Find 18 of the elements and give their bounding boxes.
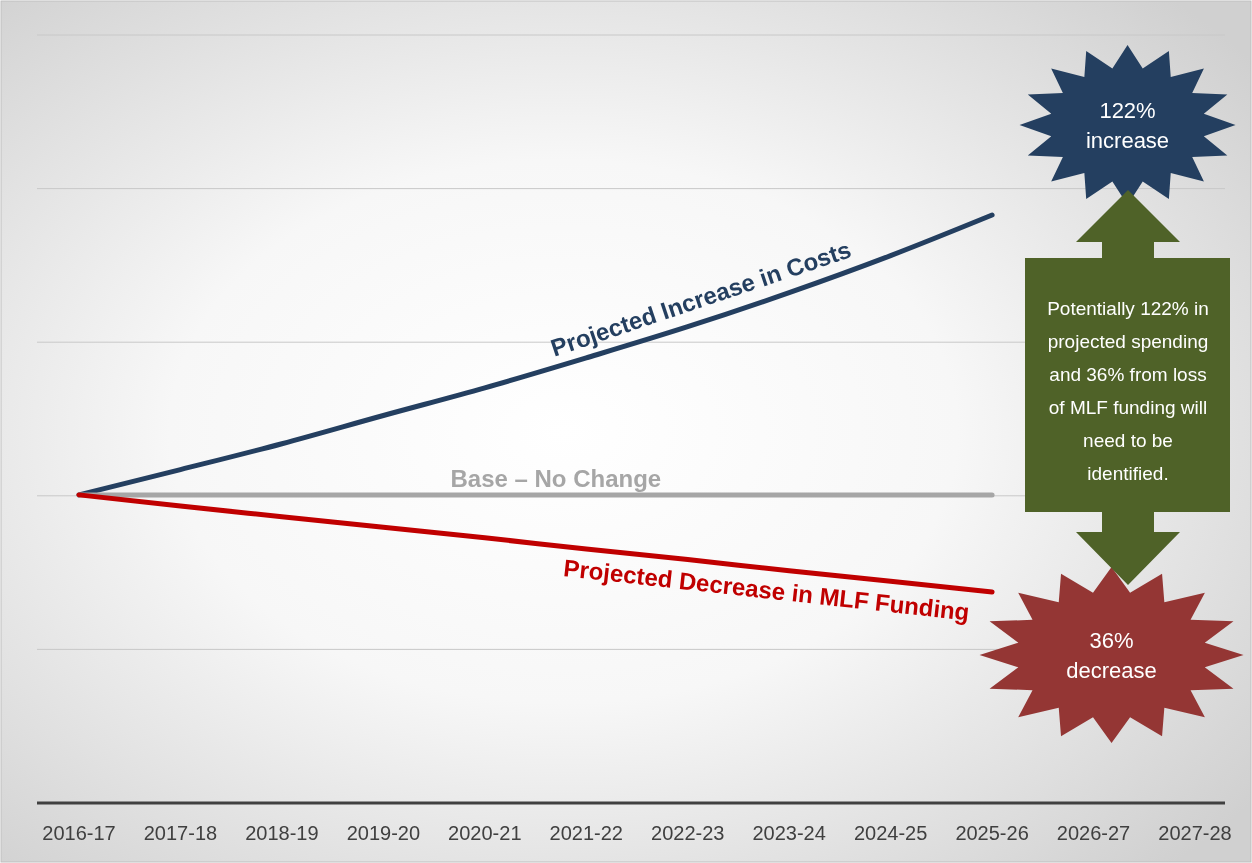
x-tick-label: 2017-18: [143, 822, 218, 844]
annotation: Potentially 122% in projected spending and 36% from loss of MLF funding will need to be identified.: [1047, 298, 1209, 484]
annotation: 36% decrease: [1066, 628, 1157, 683]
x-tick-label: 2018-19: [245, 822, 319, 844]
x-tick-label: 2025-26: [955, 822, 1029, 844]
x-tick-label: 2023-24: [752, 822, 826, 844]
x-tick-label: 2027-28: [1158, 822, 1232, 844]
series-label: Base – No Change: [450, 464, 662, 492]
x-tick-label: 2026-27: [1056, 822, 1131, 844]
double-arrow: Potentially 122% in projected spending and 36% from loss of MLF funding will need to be identified.: [1025, 190, 1230, 585]
x-tick-label: 2024-25: [853, 822, 928, 844]
x-tick-label: 2016-17: [42, 822, 116, 844]
x-tick-label: 2021-22: [549, 822, 623, 844]
x-tick-label: 2022-23: [651, 822, 725, 844]
starburst: 36% decrease: [979, 567, 1244, 743]
x-tick-label: 2020-21: [448, 822, 522, 844]
x-tick-label: 2019-20: [346, 822, 421, 844]
text: Projected Decrease in MLF Funding: [562, 554, 971, 626]
